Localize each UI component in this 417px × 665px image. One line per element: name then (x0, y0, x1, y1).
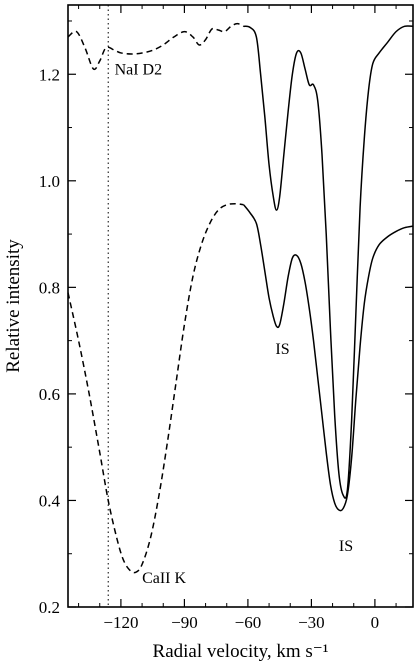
y-axis-label: Relative intensity (3, 239, 24, 373)
x-tick-label: −60 (235, 613, 262, 632)
annotation-label: IS (275, 341, 289, 358)
series-line-3 (243, 204, 414, 512)
plot-frame (67, 4, 414, 608)
x-tick-label: −30 (298, 613, 325, 632)
y-tick-label: 1.0 (39, 172, 60, 191)
series-layer (67, 22, 414, 574)
y-tick-label: 0.2 (39, 598, 60, 617)
series-line-2 (67, 202, 244, 574)
annotation-label: CaII K (142, 570, 186, 587)
annotation-layer: NaI D2 IS IS CaII K (115, 61, 354, 587)
y-tick-label: 0.6 (39, 385, 60, 404)
tick-layer: −120 −90 −60 −30 0 0.2 0.4 0.6 0.8 1.0 1.2 (39, 5, 413, 632)
x-tick-label: 0 (371, 613, 380, 632)
series-line-0 (67, 22, 244, 71)
y-tick-label: 1.2 (39, 65, 60, 84)
x-tick-label: −120 (103, 613, 138, 632)
annotation-label: NaI D2 (115, 61, 163, 78)
x-axis-label: Radial velocity, km s⁻¹ (153, 641, 329, 662)
y-tick-label: 0.4 (39, 491, 61, 510)
y-tick-label: 0.8 (39, 278, 60, 297)
annotation-label: IS (339, 538, 353, 555)
x-tick-label: −90 (171, 613, 198, 632)
series-line-1 (243, 25, 414, 499)
